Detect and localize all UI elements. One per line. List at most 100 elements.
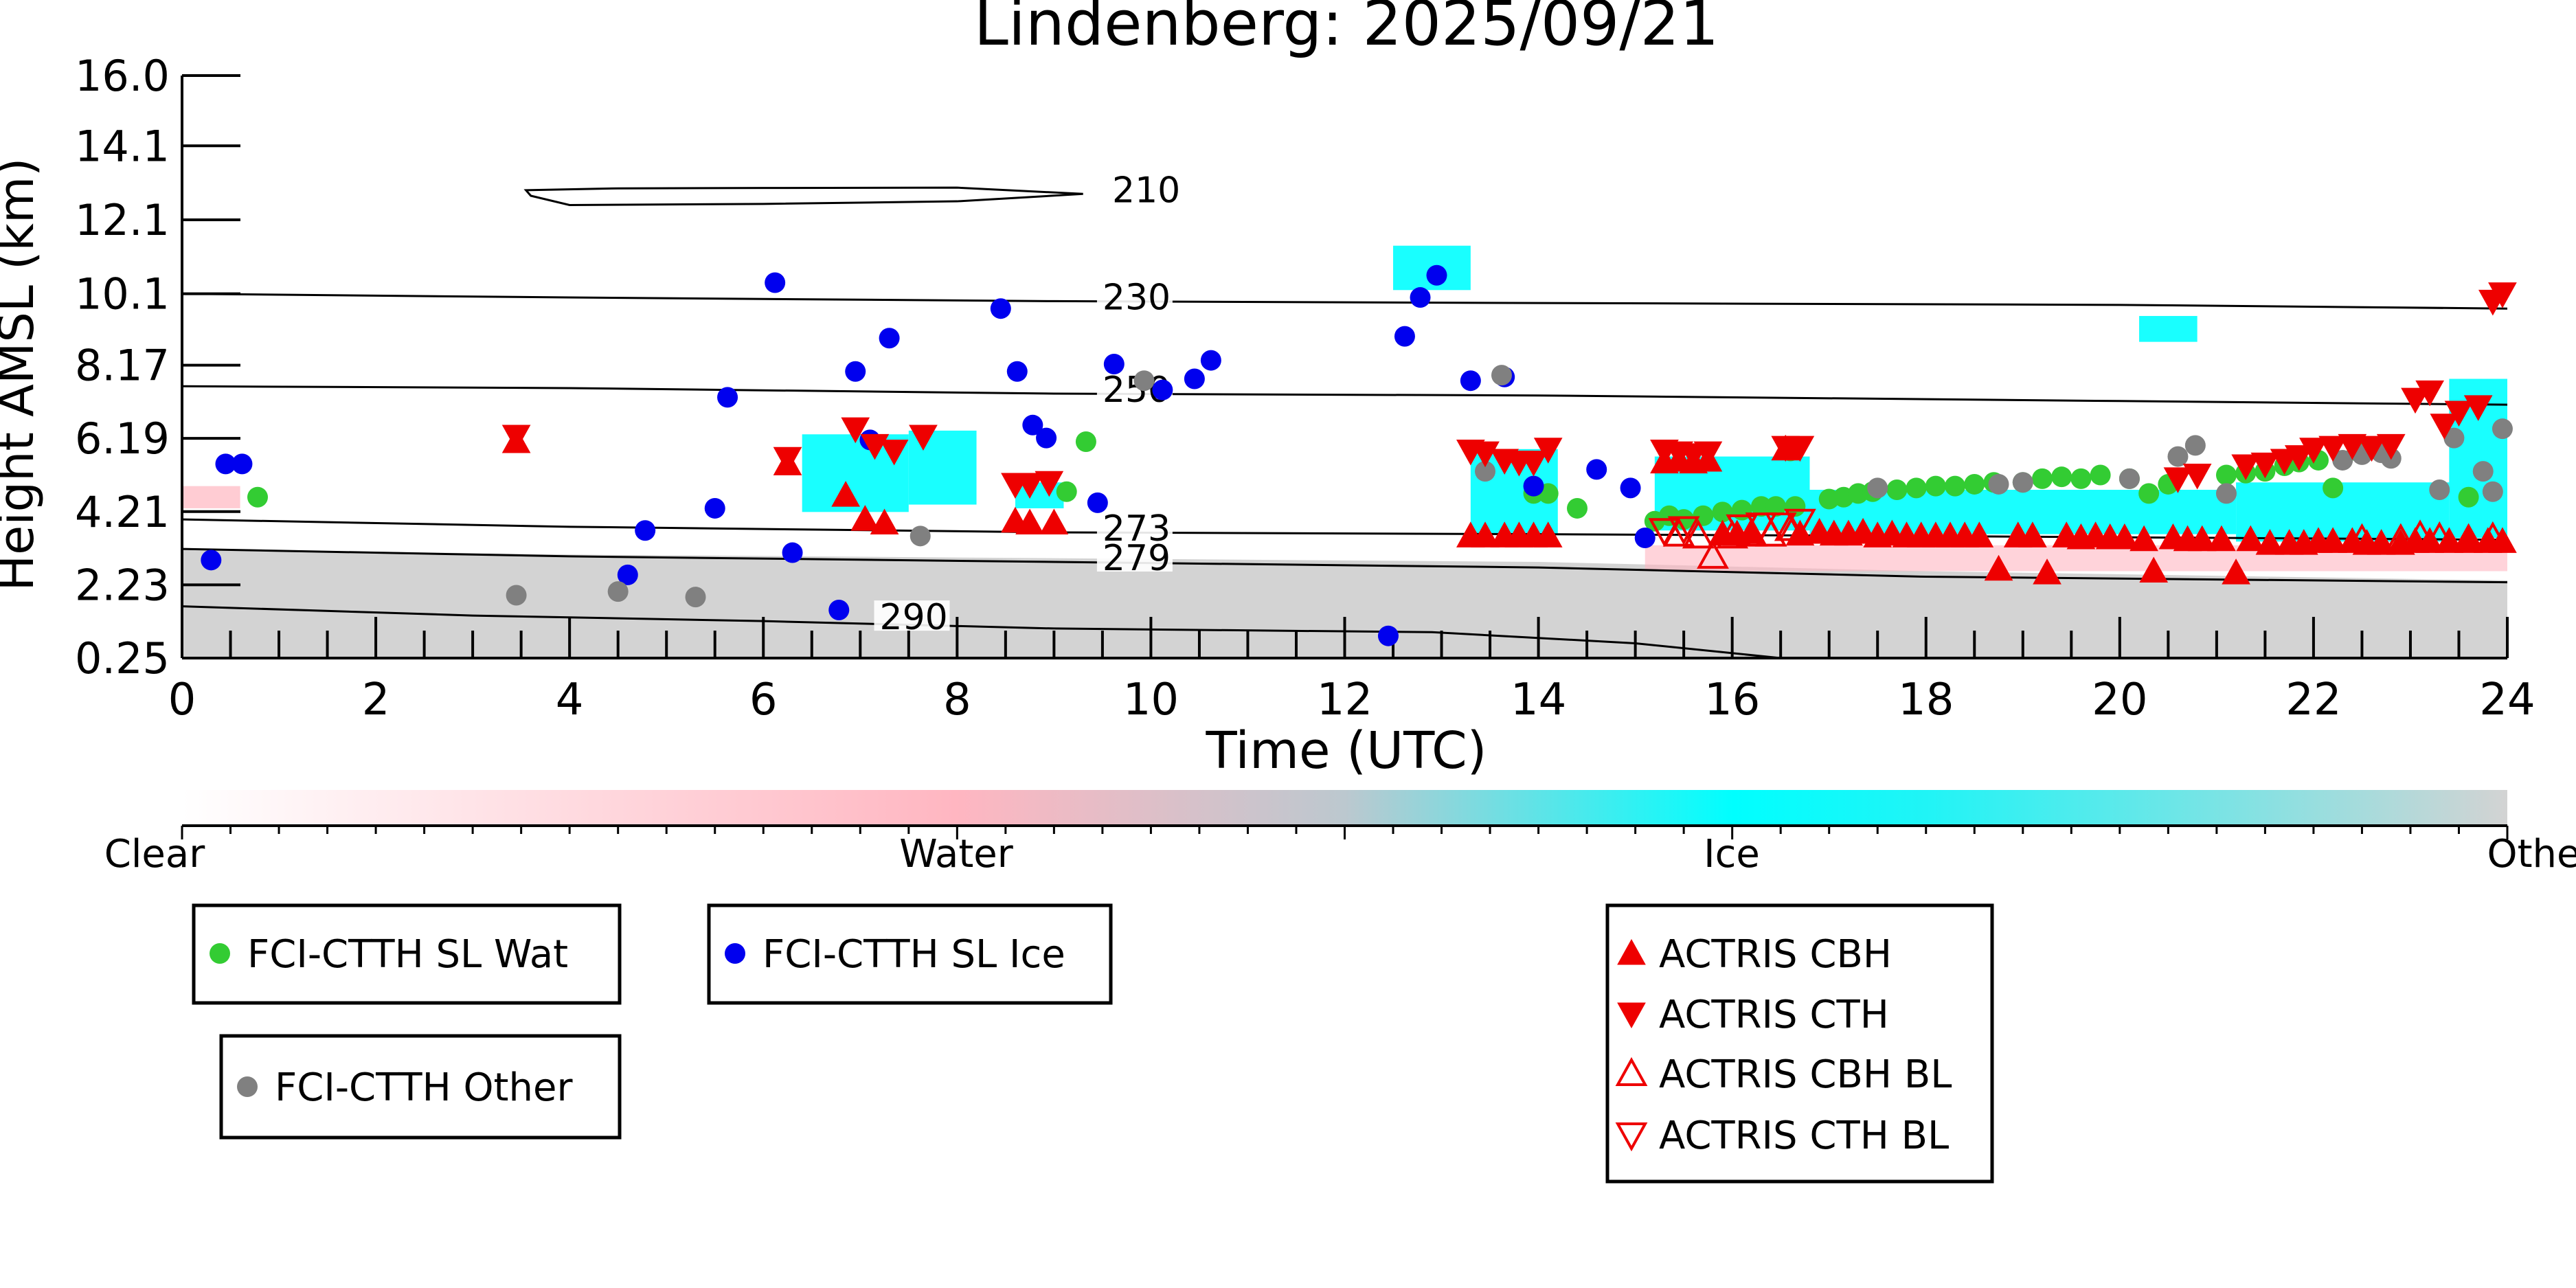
x-tick-label: 16 (1704, 675, 1760, 725)
legend-boxes: FCI-CTTH SL Wat FCI-CTTH SL Ice FCI-CTTH O… (192, 903, 1994, 1184)
fci-ctth-sl-ice-point (704, 497, 725, 519)
actris-cbh-bl-point (2404, 519, 2437, 549)
fci-ctth-other-point (2482, 481, 2503, 502)
contour-label: 230 (1103, 277, 1171, 318)
fci-ctth-sl-wat-point (2090, 464, 2111, 486)
legend-box (707, 903, 1113, 1005)
fci-ctth-other-point (1491, 365, 1512, 386)
fci-ctth-sl-wat-point (1750, 496, 1772, 517)
legend-marker (1615, 1122, 1648, 1152)
contour-label-bg (1096, 541, 1173, 572)
fci-ctth-other-point (2492, 418, 2513, 440)
actris-cth-point (773, 447, 802, 473)
fci-ctth-sl-ice-point (845, 361, 866, 382)
fci-ctth-sl-ice-point (1022, 414, 1043, 436)
fci-ctth-sl-ice-point (215, 453, 236, 475)
legend-box (192, 903, 622, 1005)
actris-cth-point (1471, 441, 1500, 468)
actris-cth-point (2284, 445, 2314, 471)
actris-cth-bl-point (1667, 516, 1700, 545)
contour-label: 279 (1103, 538, 1171, 579)
fci-ctth-sl-wat-point (1964, 473, 1985, 495)
colorbar-label: Other (2487, 832, 2576, 877)
actris-cbh-point (2033, 558, 2061, 585)
x-tick-label: 18 (1898, 675, 1954, 725)
contour-line (181, 547, 2508, 584)
y-tick-label: 0.25 (75, 633, 170, 683)
actris-cth-bl-point (1726, 514, 1759, 543)
actris-cbh-bl-point (1697, 539, 1729, 569)
fci-ctth-sl-ice-point (1184, 368, 1205, 389)
fci-ctth-other-point (909, 526, 931, 547)
fci-ctth-sl-wat-point (1673, 509, 1695, 530)
fci-ctth-other-point (1133, 370, 1155, 392)
colorbar-label: Clear (104, 832, 205, 877)
fci-ctth-sl-ice-point (1087, 492, 1108, 513)
fci-ctth-other-point (2012, 472, 2033, 493)
fci-ctth-sl-ice-point (717, 387, 738, 408)
actris-cth-point (2415, 380, 2445, 407)
actris-cth-point (1693, 441, 1723, 468)
x-tick-label: 0 (168, 675, 196, 725)
fci-ctth-sl-wat-point (2215, 464, 2237, 486)
fci-ctth-sl-wat-point (2138, 483, 2160, 504)
actris-cth-point (2163, 467, 2193, 493)
fci-ctth-other-point (2184, 435, 2206, 456)
fci-ctth-sl-ice-point (1634, 528, 1656, 549)
fci-ctth-sl-ice-point (1152, 379, 1173, 400)
legend-marker (210, 943, 230, 964)
actris-cth-point (2357, 436, 2386, 462)
legend-label: ACTRIS CTH (1659, 993, 1889, 1037)
x-tick-label: 12 (1317, 675, 1372, 725)
actris-cbh-bl-point (2423, 521, 2456, 551)
actris-cbh-bl-point (1682, 519, 1715, 549)
fci-ctth-sl-wat-point (1056, 481, 1077, 502)
fci-ctth-sl-wat-point (1567, 497, 1588, 519)
fci-ctth-other-point (2472, 461, 2494, 482)
actris-cth-point (1785, 436, 1815, 462)
legend-label: FCI-CTTH SL Ice (762, 932, 1065, 977)
contour-label-bg (1096, 511, 1173, 542)
fci-ctth-sl-ice-point (201, 550, 222, 571)
fci-ctth-sl-ice-point (1394, 326, 1415, 347)
actris-cbh-bl-point (2452, 523, 2485, 552)
legend-label: ACTRIS CTH BL (1659, 1114, 1949, 1158)
actris-cbh-point (2187, 525, 2217, 552)
actris-cbh-point (2018, 521, 2047, 547)
legend-box (219, 1034, 622, 1140)
actris-cth-point (2376, 433, 2406, 460)
actris-cbh-point (2110, 523, 2139, 550)
fci-ctth-sl-ice-point (1103, 353, 1125, 374)
fci-ctth-other-point (607, 581, 629, 602)
actris-cth-point (2444, 400, 2474, 427)
fci-ctth-sl-wat-point (1075, 431, 1096, 453)
fci-ctth-sl-wat-point (2032, 468, 2053, 489)
y-axis-label: Height AMSL (km) (0, 158, 45, 591)
fci-ctth-sl-ice-point (879, 328, 900, 349)
y-tick-label: 14.1 (75, 121, 170, 171)
actris-cth-bl-point (1648, 518, 1681, 547)
contour-line (181, 385, 2508, 406)
data-markers (201, 264, 2517, 646)
contour-label-bg (874, 600, 950, 631)
contour-label: 210 (1112, 170, 1180, 211)
ice-cloud-region (1015, 482, 1064, 508)
actris-cth-point (2250, 452, 2280, 479)
colorbar-label: Ice (1704, 832, 1760, 877)
x-tick-label: 10 (1123, 675, 1179, 725)
contour-line (181, 293, 2508, 310)
fci-ctth-sl-ice-point (617, 564, 638, 585)
fci-ctth-other-point (2119, 468, 2140, 489)
fci-ctth-other-point (506, 585, 527, 606)
legend-marker (1617, 938, 1646, 965)
contour-label: 290 (880, 597, 948, 638)
actris-cth-point (2231, 454, 2261, 481)
x-tick-label: 14 (1511, 675, 1566, 725)
fci-ctth-sl-ice-point (1036, 427, 1057, 449)
legend-label: ACTRIS CBH BL (1659, 1052, 1952, 1097)
ice-cloud-region (2139, 315, 2197, 342)
fci-ctth-sl-ice-point (635, 520, 656, 541)
y-tick-label: 2.23 (75, 560, 170, 610)
